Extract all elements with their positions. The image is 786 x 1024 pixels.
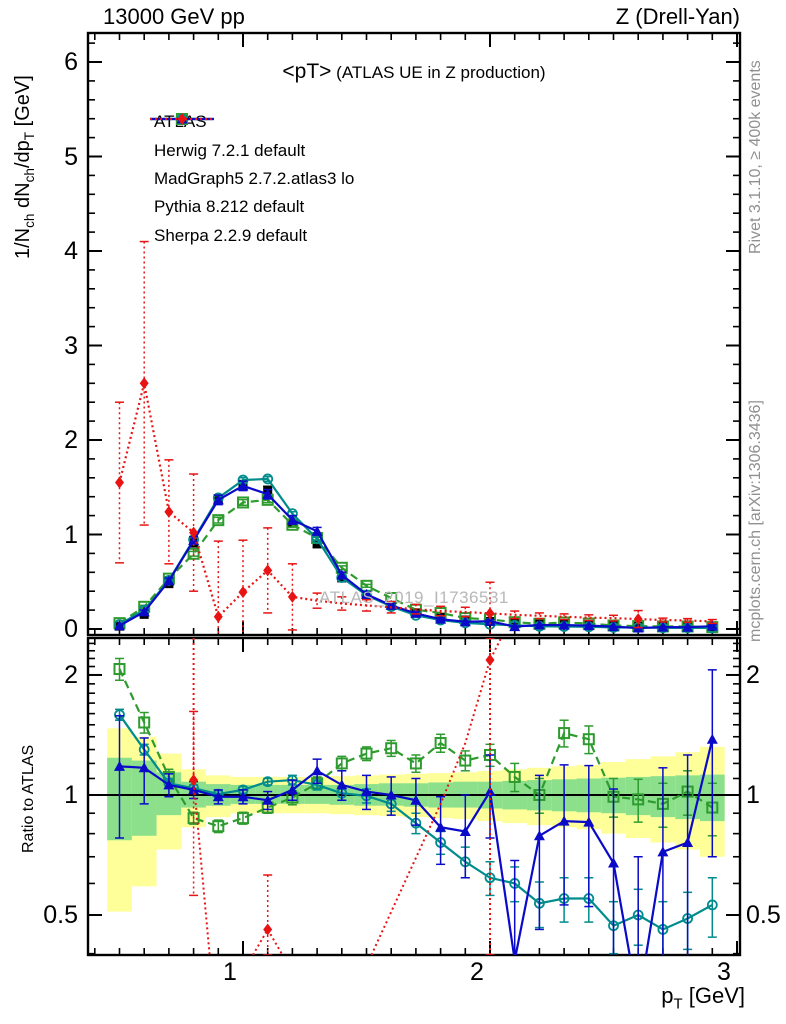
series-ratio-pythia xyxy=(113,669,718,955)
plot-title: <pT> (ATLAS UE in Z production) xyxy=(88,60,740,84)
y-main-tick-label: 0 xyxy=(64,614,78,643)
mcplots-arxiv-note: mcplots.cern.ch [arXiv:1306.3436] xyxy=(747,400,764,642)
y-axis-label: 1/Nch dNch/dpT [GeV] xyxy=(12,75,37,259)
y-main-tick-label: 6 xyxy=(64,48,78,76)
legend-label: MadGraph5 2.7.2.atlas3 lo xyxy=(154,168,355,188)
y-ratio-tick-label-left: 0.5 xyxy=(43,901,78,929)
y-ratio-tick-label-right: 0.5 xyxy=(746,901,781,929)
legend-item-pythia: Pythia 8.212 default xyxy=(146,113,354,221)
y-main-tick-label: 2 xyxy=(64,426,78,454)
main-panel-frame xyxy=(86,31,742,637)
rivet-version-note: Rivet 3.1.10, ≥ 400k events xyxy=(747,60,764,254)
legend-label: Herwig 7.2.1 default xyxy=(154,140,306,160)
legend-item-herwig: Herwig 7.2.1 default xyxy=(146,113,354,164)
y-ratio-tick-label-left: 2 xyxy=(64,660,78,689)
y-ratio-tick-label-right: 1 xyxy=(746,780,760,809)
ratio-panel-frame xyxy=(86,636,742,957)
x-axis-label: pT [GeV] xyxy=(661,983,745,1013)
legend-label: Sherpa 2.2.9 default xyxy=(154,225,308,245)
y-main-tick-label: 3 xyxy=(64,331,78,360)
legend-label: Pythia 8.212 default xyxy=(154,197,305,217)
x-tick-label: 2 xyxy=(470,958,484,986)
analysis-id-watermark: ATLAS_2019_I1736531 xyxy=(319,588,509,607)
series-ratio-sherpa xyxy=(189,638,503,955)
legend-marker-sherpa xyxy=(150,113,214,125)
series-main-sherpa xyxy=(114,240,717,635)
legend-item-sherpa: Sherpa 2.2.9 default xyxy=(146,113,354,250)
legend-item-madgraph: MadGraph5 2.7.2.atlas3 lo xyxy=(146,113,355,193)
y-main-tick-label: 1 xyxy=(64,520,78,549)
x-tick-label: 1 xyxy=(222,958,237,986)
beam-energy-label: 13000 GeV pp xyxy=(103,4,245,29)
y-ratio-tick-label-right: 2 xyxy=(746,660,760,689)
y-ratio-tick-label-left: 1 xyxy=(64,780,78,809)
observable-context: (ATLAS UE in Z production) xyxy=(331,63,546,82)
observable-name: <pT> xyxy=(282,60,332,83)
x-tick-label: 3 xyxy=(717,958,731,986)
y-main-tick-label: 4 xyxy=(64,237,78,265)
y-main-tick-label: 5 xyxy=(64,142,78,171)
process-label: Z (Drell-Yan) xyxy=(615,4,740,29)
